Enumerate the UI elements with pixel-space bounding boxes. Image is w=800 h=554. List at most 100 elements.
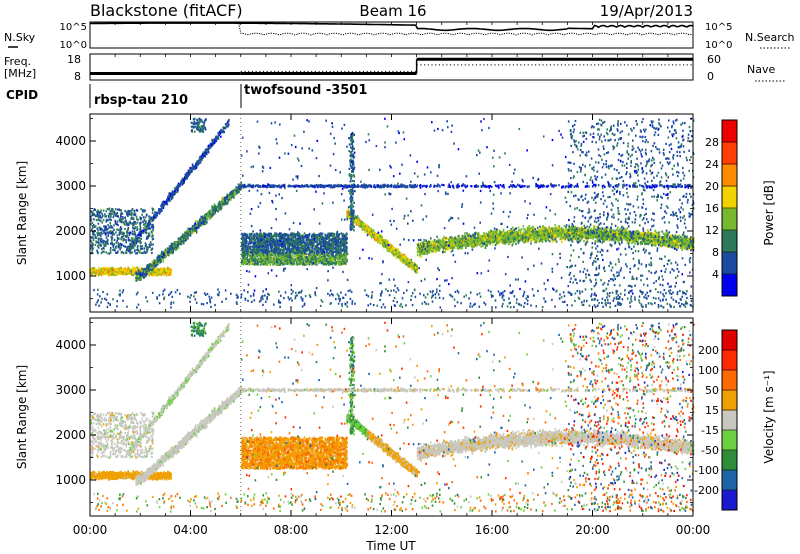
power-cell xyxy=(177,244,179,246)
noise-right-tick-high: 10^5 xyxy=(705,22,732,33)
power-cell xyxy=(108,232,110,234)
power-cell xyxy=(107,219,109,221)
power-cell xyxy=(220,136,222,138)
power-cell xyxy=(221,207,223,209)
power-cell xyxy=(275,263,277,265)
power-cell xyxy=(311,240,313,242)
power-cell xyxy=(149,217,151,219)
power-cell xyxy=(238,185,240,187)
power-cell xyxy=(159,259,161,261)
power-cell xyxy=(148,225,150,227)
power-cell xyxy=(339,233,341,235)
power-cell xyxy=(172,247,174,249)
power-cell xyxy=(218,205,220,207)
power-cell xyxy=(148,246,150,248)
power-cell xyxy=(211,210,213,212)
power-cell xyxy=(142,230,144,232)
power-cell xyxy=(228,119,230,121)
power-cell xyxy=(142,245,144,247)
power-cell xyxy=(152,248,154,250)
power-cell xyxy=(217,208,219,210)
frequency-panel: Freq. [MHz] 18 8 60 0 Nave xyxy=(4,53,785,83)
power-cell xyxy=(191,232,193,234)
power-cell xyxy=(196,231,198,233)
power-cell xyxy=(146,265,148,267)
power-cell xyxy=(106,219,108,221)
power-cell xyxy=(183,180,185,182)
power-cell xyxy=(98,243,100,245)
power-cell xyxy=(194,165,196,167)
power-cell xyxy=(140,218,142,220)
power-cell xyxy=(195,165,197,167)
power-cell xyxy=(123,232,125,234)
power-cell xyxy=(146,273,148,275)
power-cell xyxy=(107,224,109,226)
power-cell xyxy=(139,228,141,230)
power-cell xyxy=(101,268,103,270)
power-cell xyxy=(249,264,251,266)
power-cell xyxy=(101,274,103,276)
power-cell xyxy=(113,224,115,226)
noise-right-tick-low: 10^0 xyxy=(705,40,732,51)
power-cell xyxy=(179,183,181,185)
power-cell xyxy=(220,129,222,131)
power-cell xyxy=(105,251,107,253)
power-cell xyxy=(128,271,130,273)
power-cell xyxy=(131,237,133,239)
power-cell xyxy=(140,242,142,244)
power-cell xyxy=(148,215,150,217)
power-cell xyxy=(105,233,107,235)
power-cell xyxy=(136,226,138,228)
power-cell xyxy=(143,268,145,270)
power-cell xyxy=(104,229,106,231)
power-cell xyxy=(166,270,168,272)
power-cell xyxy=(117,215,119,217)
power-cell xyxy=(99,212,101,214)
power-cell xyxy=(150,227,152,229)
power-cell xyxy=(135,236,137,238)
power-cell xyxy=(151,236,153,238)
power-cell xyxy=(133,227,135,229)
power-cell xyxy=(137,245,139,247)
power-cell xyxy=(163,207,165,209)
power-cell xyxy=(136,252,138,254)
power-cell xyxy=(181,184,183,186)
power-cell xyxy=(113,245,115,247)
power-cell xyxy=(230,191,232,193)
power-cell xyxy=(149,233,151,235)
power-cell xyxy=(92,225,94,227)
power-cell xyxy=(92,214,94,216)
power-cell xyxy=(162,201,164,203)
power-cell xyxy=(152,269,154,271)
power-cell xyxy=(174,243,176,245)
power-cell xyxy=(99,227,101,229)
power-cell xyxy=(198,224,200,226)
power-cell xyxy=(125,221,127,223)
power-cell xyxy=(167,203,169,205)
power-cell xyxy=(156,259,158,261)
power-cell xyxy=(189,167,191,169)
power-cell xyxy=(150,243,152,245)
power-cell xyxy=(100,270,102,272)
power-cell xyxy=(156,212,158,214)
power-cell xyxy=(232,192,234,194)
power-cell xyxy=(99,269,101,271)
power-cell xyxy=(129,232,131,234)
power-cell xyxy=(121,244,123,246)
power-cell xyxy=(101,229,103,231)
power-cell xyxy=(193,167,195,169)
power-cell xyxy=(119,248,121,250)
power-cell xyxy=(285,248,287,250)
power-cell xyxy=(101,217,103,219)
power-cell xyxy=(151,220,153,222)
power-cell xyxy=(109,213,111,215)
power-cell xyxy=(134,241,136,243)
power-cell xyxy=(92,267,94,269)
power-cell xyxy=(107,271,109,273)
power-cell xyxy=(194,223,196,225)
power-cell xyxy=(124,273,126,275)
power-cell xyxy=(104,245,106,247)
power-cell xyxy=(151,226,153,228)
power-cell xyxy=(217,210,219,212)
power-cell xyxy=(146,251,148,253)
